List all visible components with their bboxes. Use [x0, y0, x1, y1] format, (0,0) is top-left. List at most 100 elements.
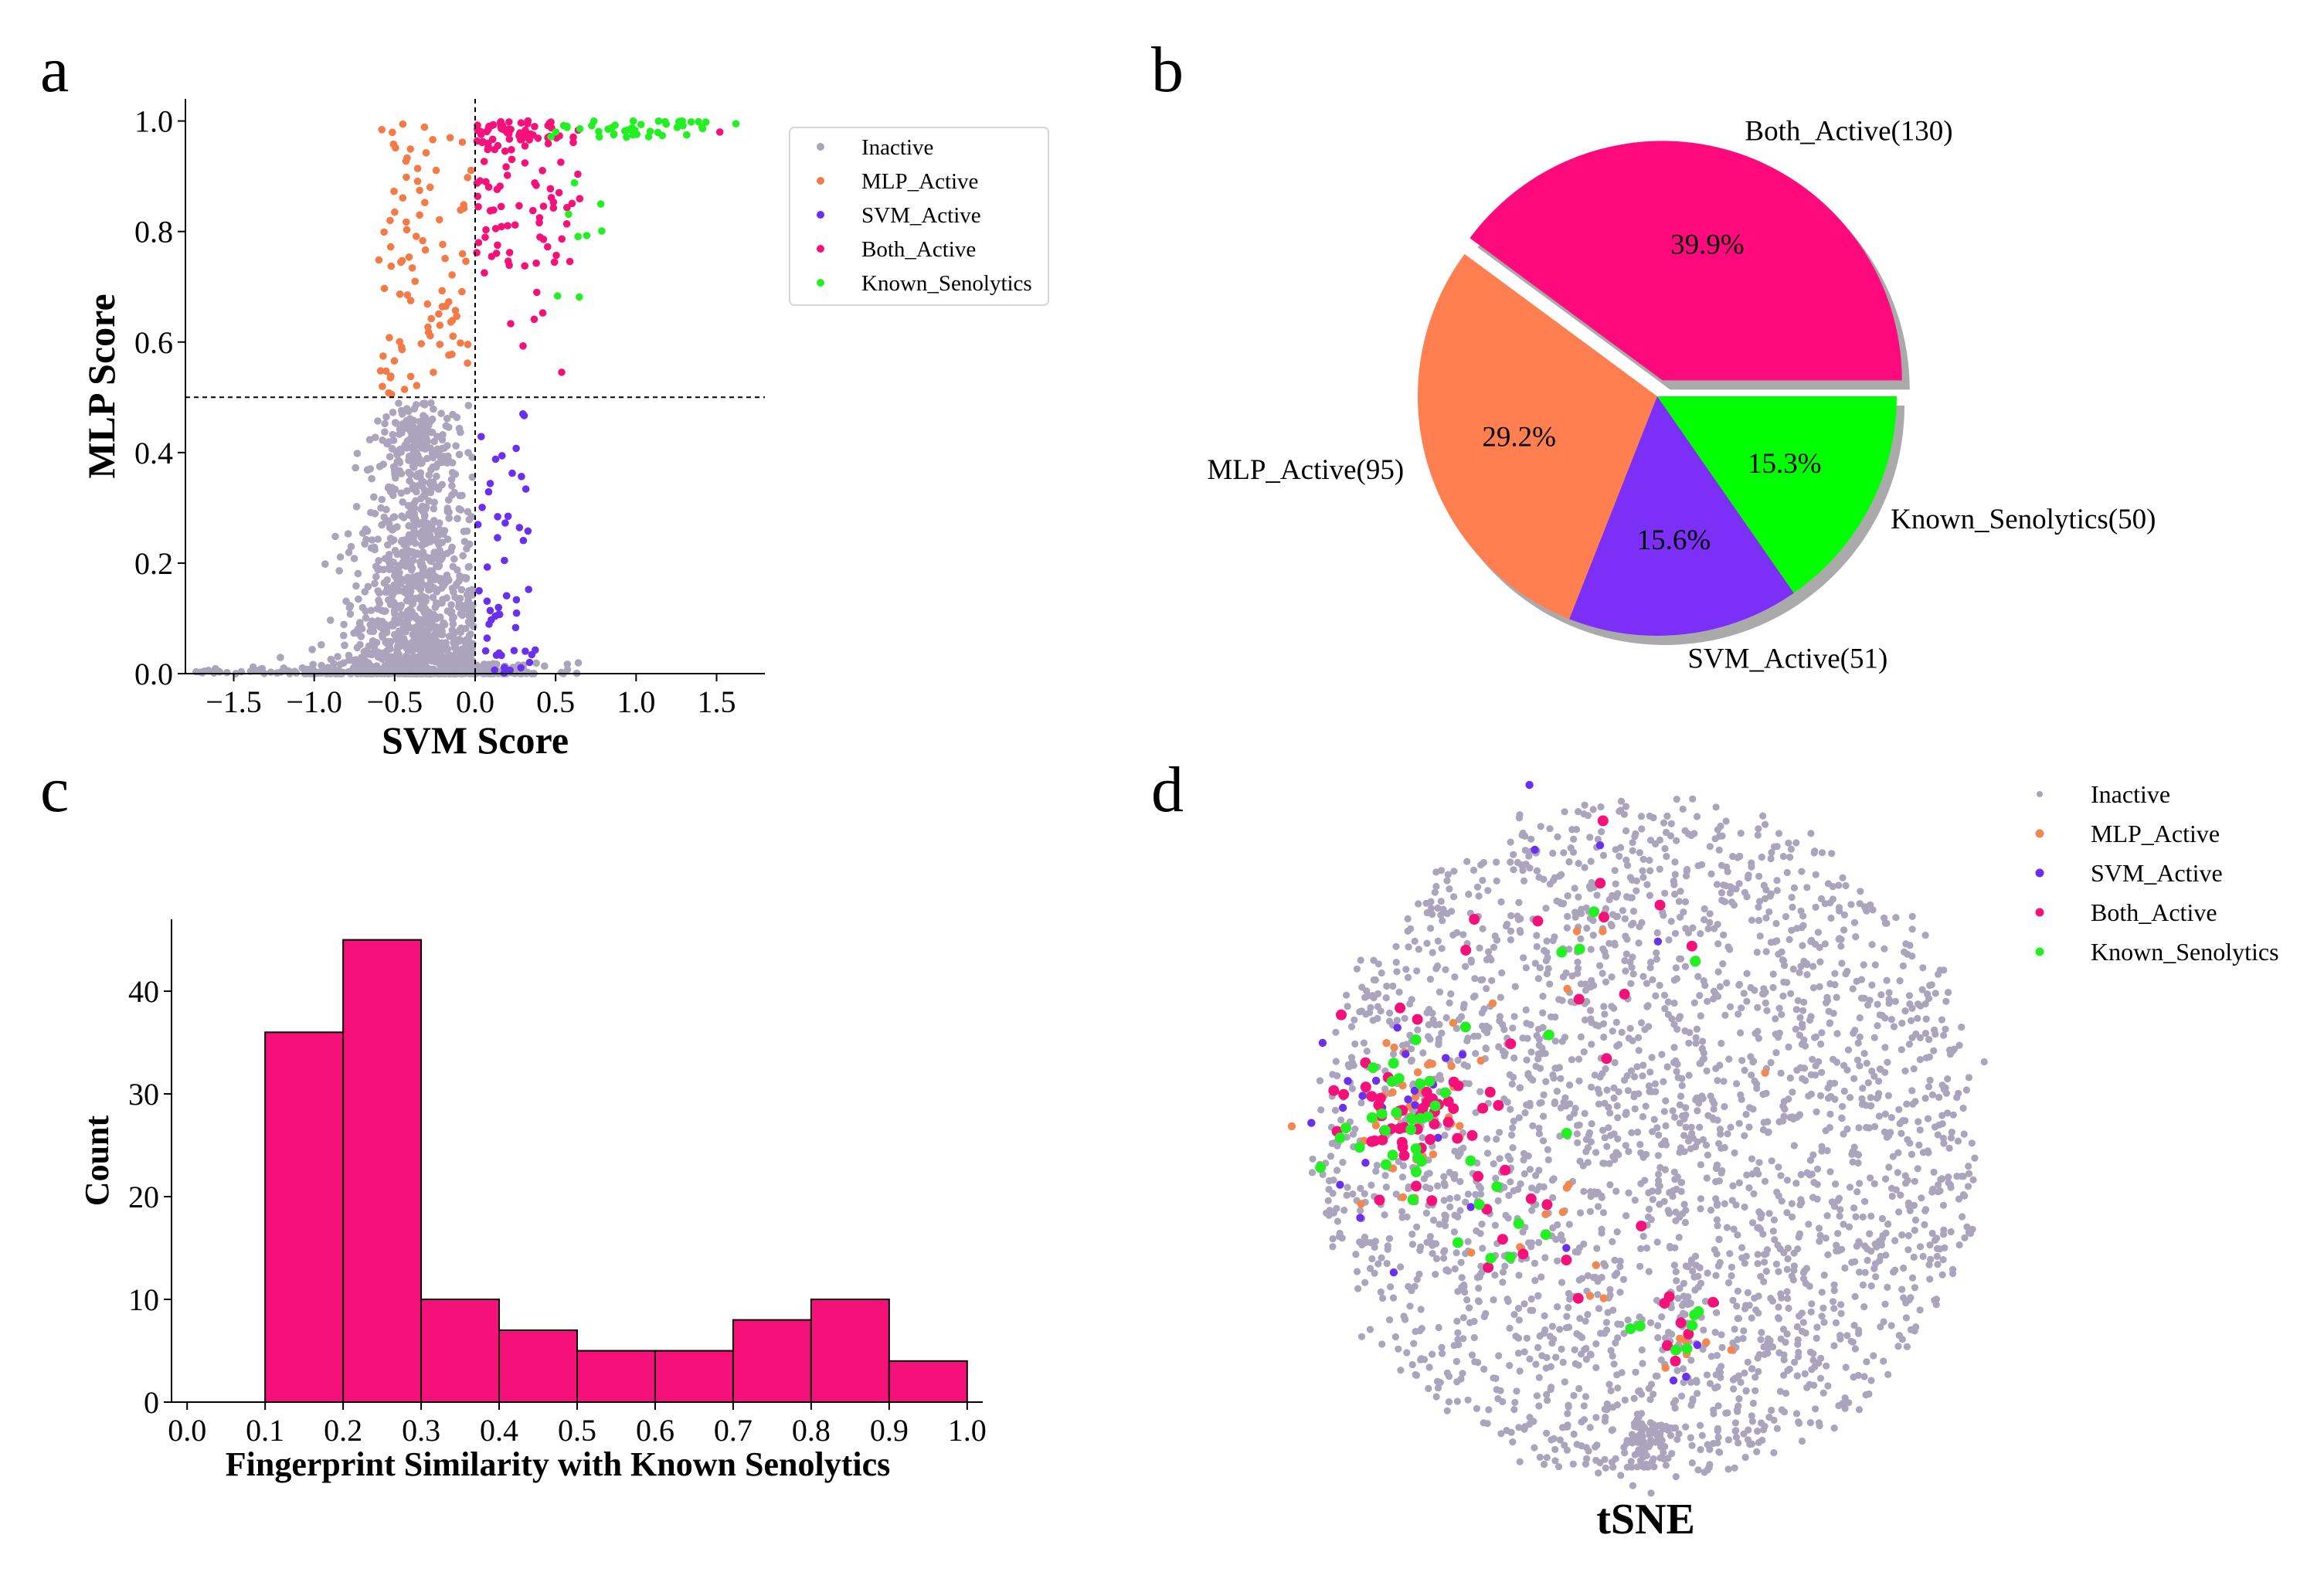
point-inactive	[1432, 1255, 1441, 1262]
point-inactive	[389, 430, 397, 439]
point-both_active	[503, 171, 511, 179]
point-inactive	[1881, 914, 1888, 922]
point-inactive	[1516, 1367, 1524, 1375]
point-mlp_active	[1429, 1150, 1438, 1159]
point-inactive	[1554, 1463, 1563, 1471]
point-svm_active	[519, 410, 527, 418]
point-inactive	[1336, 1229, 1344, 1238]
point-inactive	[1451, 1265, 1459, 1273]
point-inactive	[1717, 822, 1724, 830]
point-inactive	[1673, 1435, 1681, 1443]
point-inactive	[381, 419, 389, 428]
point-mlp_active	[436, 341, 444, 348]
point-mlp_active	[413, 382, 421, 389]
point-inactive	[1749, 1399, 1757, 1408]
point-inactive	[1478, 1009, 1486, 1017]
point-inactive	[1840, 1221, 1847, 1228]
point-inactive	[426, 567, 434, 575]
point-inactive	[386, 645, 394, 653]
point-inactive	[1945, 1173, 1952, 1181]
point-inactive	[1772, 1260, 1780, 1268]
point-svm_active	[506, 666, 514, 674]
point-inactive	[1908, 1274, 1917, 1282]
point-inactive	[450, 488, 458, 497]
point-inactive	[1574, 1139, 1582, 1146]
point-mlp_active	[430, 368, 437, 376]
point-inactive	[1397, 1263, 1405, 1271]
point-inactive	[1732, 1433, 1740, 1441]
point-inactive	[1661, 1442, 1669, 1451]
point-inactive	[1602, 978, 1610, 986]
point-inactive	[1619, 1275, 1628, 1283]
point-inactive	[1638, 1410, 1646, 1418]
point-mlp_active	[416, 186, 423, 195]
point-inactive	[1324, 1197, 1332, 1204]
point-inactive	[1698, 861, 1706, 868]
point-inactive	[1928, 1229, 1936, 1238]
point-inactive	[1922, 1015, 1930, 1023]
point-both_active	[1374, 1092, 1386, 1104]
point-inactive	[1762, 999, 1769, 1007]
point-known_senolytics	[1334, 1132, 1346, 1143]
point-inactive	[1908, 1004, 1916, 1012]
point-inactive	[1765, 1210, 1773, 1217]
point-inactive	[1549, 1194, 1557, 1201]
point-svm_active	[522, 485, 530, 493]
point-both_active	[1452, 1132, 1463, 1144]
point-inactive	[383, 583, 392, 592]
point-both_active	[574, 170, 582, 178]
point-inactive	[1782, 1390, 1790, 1397]
point-inactive	[1735, 880, 1743, 888]
point-mlp_active	[389, 128, 396, 137]
point-inactive	[1858, 1095, 1866, 1102]
point-inactive	[1507, 838, 1514, 846]
point-svm_active	[501, 556, 508, 565]
point-inactive	[1408, 1045, 1415, 1053]
point-inactive	[464, 563, 473, 571]
point-inactive	[1850, 1374, 1857, 1381]
point-inactive	[1718, 896, 1726, 904]
point-inactive	[1570, 1430, 1578, 1438]
point-inactive	[1559, 900, 1567, 908]
point-mlp_active	[403, 291, 412, 299]
point-inactive	[1617, 844, 1625, 851]
point-inactive	[368, 650, 375, 659]
point-inactive	[1960, 1130, 1968, 1138]
point-both_active	[1500, 1164, 1511, 1176]
point-inactive	[1818, 1143, 1826, 1150]
point-inactive	[1757, 1336, 1765, 1343]
point-inactive	[1938, 1112, 1946, 1119]
point-inactive	[428, 415, 437, 423]
point-known_senolytics	[1491, 1181, 1503, 1192]
point-inactive	[1573, 1130, 1581, 1138]
point-inactive	[1434, 1182, 1442, 1190]
point-inactive	[448, 482, 456, 490]
point-known_senolytics	[1473, 1199, 1485, 1211]
pie-slice-both_active	[1469, 141, 1902, 381]
point-inactive	[1541, 1326, 1549, 1334]
point-inactive	[1798, 1309, 1806, 1317]
point-inactive	[1936, 1187, 1944, 1195]
point-inactive	[1867, 1248, 1875, 1255]
point-inactive	[1793, 1323, 1801, 1331]
point-inactive	[1398, 1214, 1406, 1221]
point-inactive	[1813, 1165, 1822, 1173]
point-inactive	[1526, 1099, 1534, 1107]
point-inactive	[1816, 958, 1824, 966]
point-inactive	[1511, 983, 1519, 990]
point-inactive	[1769, 1228, 1777, 1235]
point-inactive	[1368, 1181, 1375, 1189]
point-inactive	[1836, 1212, 1843, 1220]
point-inactive	[1605, 1380, 1613, 1388]
point-mlp_active	[1541, 1210, 1550, 1219]
point-inactive	[1656, 865, 1663, 873]
point-inactive	[1493, 936, 1501, 944]
point-inactive	[254, 667, 263, 675]
point-mlp_active	[421, 199, 429, 207]
point-inactive	[1880, 1318, 1887, 1326]
point-inactive	[428, 428, 437, 436]
point-inactive	[1450, 868, 1458, 875]
point-inactive	[1763, 1007, 1771, 1014]
point-inactive	[1499, 1268, 1507, 1276]
point-inactive	[1446, 1373, 1453, 1380]
